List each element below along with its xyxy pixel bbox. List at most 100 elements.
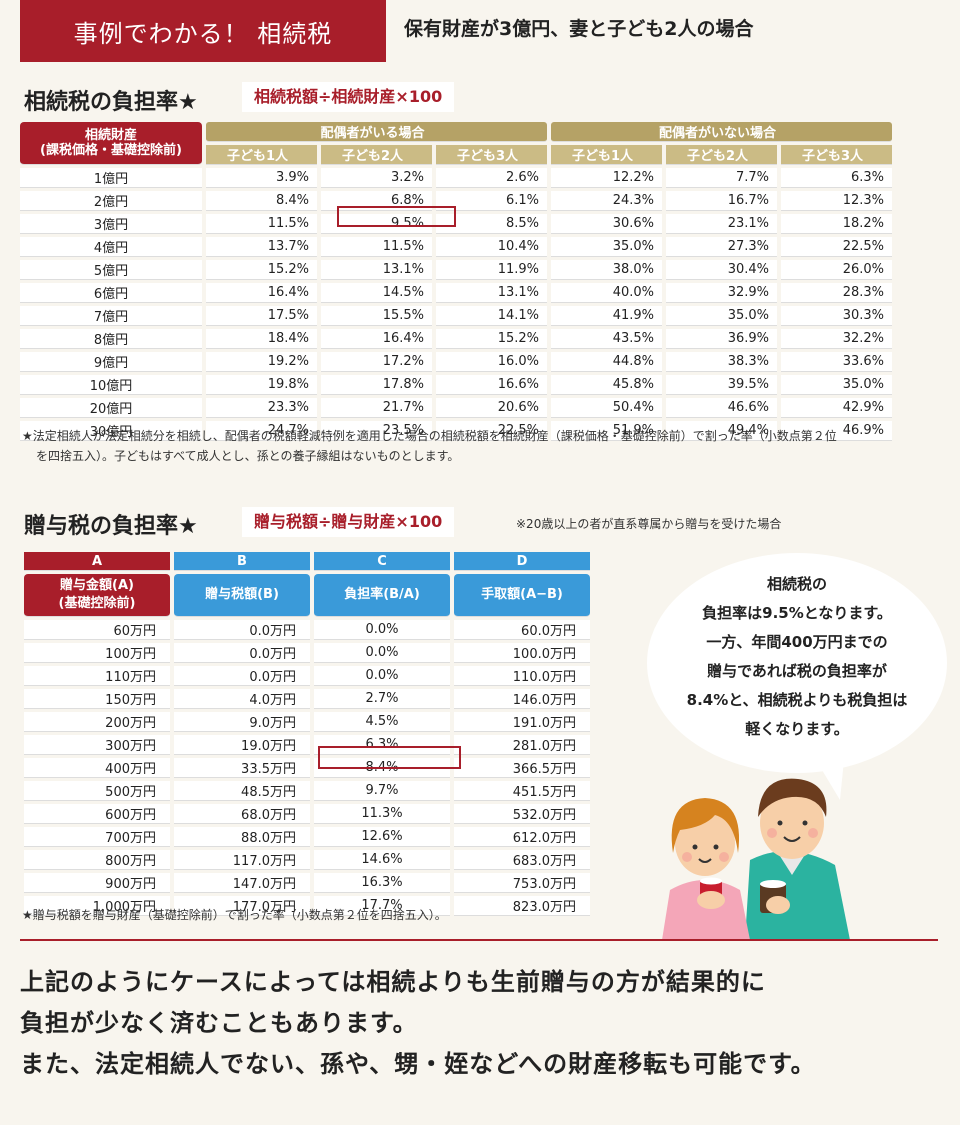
rate-cell: 9.5%	[321, 214, 432, 234]
table-row: 7億円 17.5% 15.5% 14.1% 41.9% 35.0% 30.3%	[20, 306, 892, 326]
rate-cell: 14.1%	[436, 306, 547, 326]
table-row: 200万円 9.0万円 4.5% 191.0万円	[24, 712, 590, 732]
gift-tax-cell: 4.0万円	[174, 689, 310, 709]
asset-cell: 2億円	[20, 191, 202, 211]
gift-tax-cell: 19.0万円	[174, 735, 310, 755]
col-header-line: (基礎控除前)	[58, 596, 136, 611]
col-header: 贈与税額(B)	[174, 574, 310, 617]
child-col-header: 子ども2人	[321, 145, 432, 165]
rate-cell: 38.3%	[666, 352, 777, 372]
bubble-line: 軽くなります。	[745, 720, 849, 738]
row-header-line: 相続財産	[84, 128, 137, 143]
rate-cell: 41.9%	[551, 306, 662, 326]
asset-cell: 30億円	[20, 421, 202, 441]
rate-cell: 16.6%	[436, 375, 547, 395]
asset-cell: 8億円	[20, 329, 202, 349]
rate-cell: 40.0%	[551, 283, 662, 303]
gift-rate-cell: 4.5%	[314, 712, 450, 732]
rate-cell: 30.6%	[551, 214, 662, 234]
table-row: 700万円 88.0万円 12.6% 612.0万円	[24, 827, 590, 847]
col-header-line: 負担率(B/A)	[344, 587, 420, 602]
col-header: 手取額(A−B)	[454, 574, 590, 617]
asset-cell: 20億円	[20, 398, 202, 418]
child-col-header: 子ども3人	[436, 145, 547, 165]
row-header-line: (課税価格・基礎控除前)	[40, 143, 182, 158]
rate-cell: 19.2%	[206, 352, 317, 372]
net-amount-cell: 532.0万円	[454, 804, 590, 824]
rate-cell: 45.8%	[551, 375, 662, 395]
table-row: 10億円 19.8% 17.8% 16.6% 45.8% 39.5% 35.0%	[20, 375, 892, 395]
rate-cell: 3.2%	[321, 168, 432, 188]
table-row: 5億円 15.2% 13.1% 11.9% 38.0% 30.4% 26.0%	[20, 260, 892, 280]
rate-cell: 2.6%	[436, 168, 547, 188]
child-col-header: 子ども2人	[666, 145, 777, 165]
rate-cell: 16.4%	[206, 283, 317, 303]
rate-cell: 22.5%	[781, 237, 892, 257]
rate-cell: 24.3%	[551, 191, 662, 211]
rate-cell: 13.1%	[436, 283, 547, 303]
rate-cell: 6.1%	[436, 191, 547, 211]
gift-note: ★贈与税額を贈与財産（基礎控除前）で割った率（小数点第２位を四捨五入）。	[22, 908, 447, 922]
gift-condition: ※20歳以上の者が直系尊属から贈与を受けた場合	[516, 517, 782, 531]
table-row: 20億円 23.3% 21.7% 20.6% 50.4% 46.6% 42.9%	[20, 398, 892, 418]
rate-cell: 6.3%	[781, 168, 892, 188]
rate-cell: 13.1%	[321, 260, 432, 280]
rate-cell: 15.2%	[206, 260, 317, 280]
col-header: 負担率(B/A)	[314, 574, 450, 617]
rate-cell: 51.9%	[551, 421, 662, 441]
asset-cell: 6億円	[20, 283, 202, 303]
gift-rate-cell: 0.0%	[314, 620, 450, 640]
bubble-line: 相続税の	[766, 575, 827, 593]
rate-cell: 7.7%	[666, 168, 777, 188]
speech-bubble	[647, 553, 947, 773]
table-row: 4億円 13.7% 11.5% 10.4% 35.0% 27.3% 22.5%	[20, 237, 892, 257]
gift-amount-cell: 110万円	[24, 666, 170, 686]
asset-cell: 3億円	[20, 214, 202, 234]
rate-cell: 13.7%	[206, 237, 317, 257]
table-row: 900万円 147.0万円 16.3% 753.0万円	[24, 873, 590, 893]
inheritance-formula: 相続税額÷相続財産×100	[242, 82, 455, 112]
table-row: 110万円 0.0万円 0.0% 110.0万円	[24, 666, 590, 686]
gift-heading: 贈与税の負担率★	[24, 514, 198, 539]
rate-cell: 24.7%	[206, 421, 317, 441]
group-with-spouse: 配偶者がいる場合	[206, 122, 547, 142]
col-letter: A	[24, 552, 170, 571]
table-row: 400万円 33.5万円 8.4% 366.5万円	[24, 758, 590, 778]
rate-cell: 21.7%	[321, 398, 432, 418]
gift-amount-cell: 150万円	[24, 689, 170, 709]
rate-cell: 33.6%	[781, 352, 892, 372]
child-col-header: 子ども1人	[551, 145, 662, 165]
rate-cell: 39.5%	[666, 375, 777, 395]
rate-cell: 15.5%	[321, 306, 432, 326]
speech-bubble-tail	[810, 750, 845, 800]
gift-formula: 贈与税額÷贈与財産×100	[242, 507, 455, 537]
table-row: 500万円 48.5万円 9.7% 451.5万円	[24, 781, 590, 801]
asset-cell: 10億円	[20, 375, 202, 395]
rate-cell: 19.8%	[206, 375, 317, 395]
gift-rate-cell: 12.6%	[314, 827, 450, 847]
net-amount-cell: 146.0万円	[454, 689, 590, 709]
asset-cell: 4億円	[20, 237, 202, 257]
rate-cell: 16.4%	[321, 329, 432, 349]
net-amount-cell: 612.0万円	[454, 827, 590, 847]
net-amount-cell: 823.0万円	[454, 896, 590, 916]
rate-cell: 49.4%	[666, 421, 777, 441]
rate-cell: 11.9%	[436, 260, 547, 280]
divider	[20, 939, 938, 941]
bubble-line: 負担率は9.5%となります。	[702, 604, 892, 622]
rate-cell: 20.6%	[436, 398, 547, 418]
bubble-line: 贈与であれば税の負担率が	[707, 662, 887, 680]
gift-tax-cell: 0.0万円	[174, 620, 310, 640]
net-amount-cell: 366.5万円	[454, 758, 590, 778]
table-row: 30億円 24.7% 23.5% 22.5% 51.9% 49.4% 46.9%	[20, 421, 892, 441]
case-subtitle: 保有財産が3億円、妻と子ども2人の場合	[404, 18, 754, 40]
rate-cell: 26.0%	[781, 260, 892, 280]
table-row: 9億円 19.2% 17.2% 16.0% 44.8% 38.3% 33.6%	[20, 352, 892, 372]
gift-amount-cell: 1,000万円	[24, 896, 170, 916]
table-row: 300万円 19.0万円 6.3% 281.0万円	[24, 735, 590, 755]
group-without-spouse: 配偶者がいない場合	[551, 122, 892, 142]
rate-cell: 42.9%	[781, 398, 892, 418]
net-amount-cell: 191.0万円	[454, 712, 590, 732]
gift-rate-cell: 14.6%	[314, 850, 450, 870]
gift-rate-cell: 6.3%	[314, 735, 450, 755]
